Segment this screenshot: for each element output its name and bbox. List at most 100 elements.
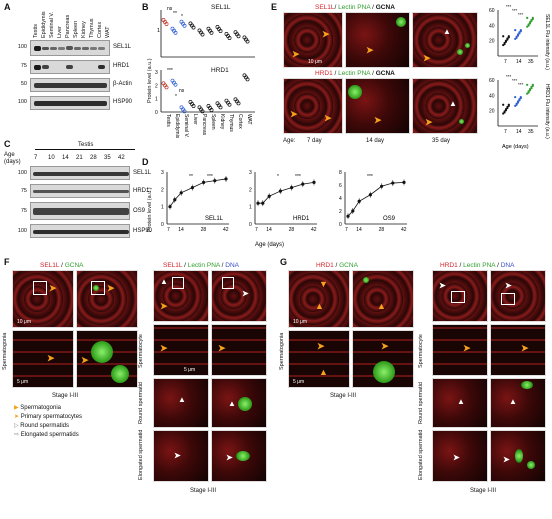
data-point xyxy=(351,209,355,213)
mw-label: 100 xyxy=(17,228,27,234)
data-point xyxy=(502,43,505,47)
x-axis-label: Age (days) xyxy=(502,144,529,150)
data-point xyxy=(516,33,520,36)
protein-label: OS9 xyxy=(133,208,146,214)
header-rule xyxy=(35,149,135,150)
data-point xyxy=(503,110,506,113)
row-label-spermatocyte: Spermatocyte xyxy=(138,334,144,368)
sample-label: Testis xyxy=(33,23,39,38)
y-tick-label: 60 xyxy=(489,8,495,14)
data-point xyxy=(526,83,529,86)
chart-label: HRD1 xyxy=(293,216,310,222)
data-point xyxy=(227,36,232,40)
panel-g-right-title: HRD1 / Lectin PNA / DNA xyxy=(440,262,514,269)
y-tick-label: 1 xyxy=(161,205,164,211)
chart-title-hrd1-tissue: HRD1 xyxy=(211,67,229,74)
title-part: DNA xyxy=(500,262,515,269)
f-elongated-b: ➤ xyxy=(211,430,267,482)
data-point xyxy=(278,189,282,193)
x-tick-label: 14 xyxy=(356,227,362,233)
g-spermatocyte-zoom-b: ➤ xyxy=(490,324,546,376)
data-point xyxy=(507,35,510,38)
x-tick-label: Kidney xyxy=(219,114,225,130)
y-tick-label: 60 xyxy=(489,78,495,84)
stage-label: Stage I-III xyxy=(190,488,217,494)
data-point xyxy=(368,193,372,197)
x-tick-label: 42 xyxy=(311,227,317,233)
age-label-7: 7 day xyxy=(307,138,322,144)
data-point xyxy=(209,30,214,35)
title-part: / xyxy=(333,262,340,269)
panel-f-right-title: SEL1L / Lectin PNA / DNA xyxy=(163,262,239,269)
data-point xyxy=(380,184,384,188)
x-tick-label: 7 xyxy=(504,59,507,65)
age-label-14: 14 day xyxy=(366,138,385,144)
f-round-b: ▲ xyxy=(211,378,267,428)
data-point xyxy=(357,199,361,203)
data-point xyxy=(164,85,169,90)
title-part: HRD1 xyxy=(440,262,458,269)
x-tick-label: Thymus xyxy=(228,114,234,132)
stage-label: Stage I-III xyxy=(470,488,497,494)
data-point xyxy=(402,180,406,184)
data-point xyxy=(519,29,522,32)
panel-label-b: B xyxy=(142,2,149,12)
data-point xyxy=(514,104,517,107)
title-part: / xyxy=(495,262,501,269)
e-hrd1-14day: ➤ xyxy=(345,78,410,134)
sample-label: Spleen xyxy=(73,20,79,38)
data-point xyxy=(218,105,223,110)
title-part: SEL1L xyxy=(163,262,183,269)
data-point xyxy=(516,100,520,103)
y-tick-label: 20 xyxy=(489,109,495,115)
scale-bar-label: 5 μm xyxy=(184,367,196,373)
f-overview-c: ▲ ➤ xyxy=(153,270,209,322)
sig-label: *** xyxy=(367,174,373,180)
age-tick-label: 10 xyxy=(48,155,55,161)
title-part: / xyxy=(219,262,226,269)
y-tick-label: 4 xyxy=(339,196,342,202)
y-tick-label: 3 xyxy=(249,170,252,176)
title-part: / xyxy=(334,4,339,11)
title-part: Lectin PNA xyxy=(338,70,371,77)
y-tick-label: 0 xyxy=(249,222,252,228)
data-point xyxy=(502,35,505,38)
data-point xyxy=(503,41,506,44)
sig-label: *** xyxy=(506,4,512,9)
panel-e-title-2: HRD1 / Lectin PNA / GCNA xyxy=(315,70,395,77)
sig-label: *** xyxy=(295,174,301,180)
x-tick-label: Pancreas xyxy=(201,114,207,136)
mw-label: 75 xyxy=(20,208,27,214)
panel-f-left-title: SEL1L / GCNA xyxy=(40,262,83,269)
data-point xyxy=(245,77,250,82)
panel-label-c: C xyxy=(4,139,11,149)
row-label-elongated: Elongated spermatid xyxy=(138,429,144,480)
title-part: / xyxy=(370,4,376,11)
stage-label: Stage I-III xyxy=(330,393,357,399)
sig-label: * xyxy=(277,174,279,180)
data-point xyxy=(531,83,534,86)
data-point xyxy=(515,35,518,38)
data-point xyxy=(504,108,508,111)
blot-hrd1 xyxy=(30,60,110,74)
title-part: SEL1L xyxy=(40,262,60,269)
data-point xyxy=(527,23,530,26)
data-point xyxy=(526,16,529,19)
x-tick-label: Epididymis xyxy=(174,114,180,139)
age-prefix: Age: xyxy=(283,138,296,144)
title-part: HRD1 xyxy=(315,70,333,77)
legend-label: Round spermatids xyxy=(20,423,69,429)
data-point xyxy=(236,34,241,39)
title-part: GCNA xyxy=(64,262,84,269)
sample-label: Pancreas xyxy=(65,14,71,38)
x-tick-label: 35 xyxy=(528,129,534,135)
sig-label: * xyxy=(181,14,183,20)
panel-label-a: A xyxy=(4,2,11,12)
g-spermatogonia-zoom-b: ➤ xyxy=(352,330,414,388)
data-point xyxy=(173,198,177,202)
title-part: SEL1L xyxy=(315,4,335,11)
panel-label-e: E xyxy=(271,2,278,12)
y-tick-label: 1 xyxy=(155,97,158,103)
data-point xyxy=(173,82,178,87)
